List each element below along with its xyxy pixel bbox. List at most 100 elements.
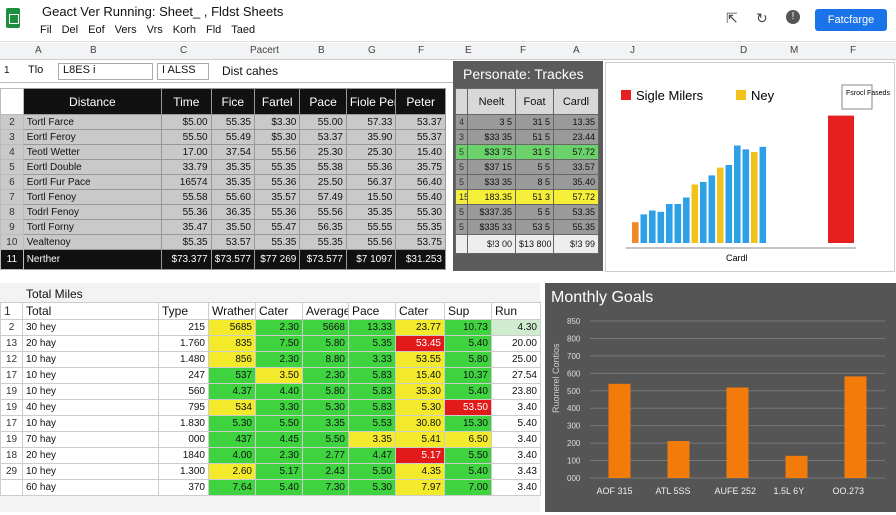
column-header-cell[interactable]: Total: [22, 302, 159, 320]
table-cell[interactable]: 2.30: [255, 319, 303, 336]
chart-bar[interactable]: [632, 222, 639, 243]
table-cell[interactable]: 31 5: [515, 144, 554, 160]
table-cell[interactable]: 15.30: [444, 415, 492, 432]
table-cell[interactable]: 35.90: [345, 129, 397, 145]
row-number[interactable]: 4: [455, 114, 468, 130]
table-cell[interactable]: 53.75: [395, 234, 446, 250]
table-cell[interactable]: 15.40: [395, 144, 446, 160]
column-header-cell[interactable]: Wrather: [208, 302, 256, 320]
table-cell[interactable]: 20.00: [491, 335, 541, 352]
chart-bar[interactable]: [700, 181, 707, 243]
table-cell[interactable]: 53.37: [395, 114, 446, 130]
row-number[interactable]: 5: [455, 204, 468, 220]
table-cell[interactable]: 55.36: [345, 159, 397, 175]
table-cell[interactable]: 5.30: [348, 479, 396, 496]
table-cell[interactable]: 23.77: [395, 319, 445, 336]
column-header[interactable]: F: [418, 45, 425, 56]
table-cell[interactable]: 53.57: [210, 234, 255, 250]
monthly-goals-chart[interactable]: Monthly Goals Ruonerel Contios 850 800 700…: [545, 283, 896, 512]
menu-item[interactable]: Del: [61, 24, 79, 36]
table-cell[interactable]: 55.35: [253, 159, 301, 175]
table-cell[interactable]: 370: [158, 479, 209, 496]
row-number[interactable]: 13: [0, 335, 23, 352]
chart-bar[interactable]: [734, 145, 741, 244]
table-cell[interactable]: 25.30: [299, 144, 347, 160]
column-header-cell[interactable]: Type: [158, 302, 209, 320]
table-cell[interactable]: $37 15: [467, 159, 516, 175]
row-number[interactable]: 17: [0, 415, 23, 432]
table-cell[interactable]: 15.40: [395, 367, 445, 384]
table-cell[interactable]: 23.44: [553, 129, 599, 145]
table-cell[interactable]: 20 hay: [22, 335, 159, 352]
column-header[interactable]: C: [180, 45, 188, 56]
table-cell[interactable]: 5.41: [395, 431, 445, 448]
table-cell[interactable]: 795: [158, 399, 209, 416]
chart-bar[interactable]: [751, 152, 758, 243]
table-cell[interactable]: 5.35: [348, 335, 396, 352]
table-cell[interactable]: 5.80: [302, 383, 349, 400]
column-header-cell[interactable]: Pace: [299, 88, 347, 115]
table-cell[interactable]: 35.47: [161, 219, 212, 235]
table-cell[interactable]: 70 hay: [22, 431, 159, 448]
menu-item[interactable]: Vrs: [146, 24, 163, 36]
column-header[interactable]: G: [368, 45, 376, 56]
table-cell[interactable]: 8.80: [302, 351, 349, 368]
table-cell[interactable]: 25.00: [491, 351, 541, 368]
table-cell[interactable]: 3.35: [348, 431, 396, 448]
table-cell[interactable]: $5.00: [161, 114, 212, 130]
table-cell[interactable]: 4.47: [348, 447, 396, 464]
table-cell[interactable]: 55.50: [161, 129, 212, 145]
table-cell[interactable]: 437: [208, 431, 256, 448]
table-cell[interactable]: Tortl Forny: [22, 219, 163, 235]
chart-bar[interactable]: [608, 383, 631, 478]
column-header[interactable]: J: [630, 45, 635, 56]
table-cell[interactable]: 000: [158, 431, 209, 448]
menu-item[interactable]: Eof: [88, 24, 105, 36]
table-cell[interactable]: 55.56: [345, 234, 397, 250]
column-header-cell[interactable]: Cater: [255, 302, 303, 320]
table-cell[interactable]: 5.40: [444, 335, 492, 352]
table-cell[interactable]: 10 hey: [22, 463, 159, 480]
table-cell[interactable]: 5.40: [444, 463, 492, 480]
row-number[interactable]: 12: [0, 351, 23, 368]
table-cell[interactable]: 55.36: [253, 204, 301, 220]
table-cell[interactable]: 35.57: [253, 189, 301, 205]
table-cell[interactable]: 8 5: [515, 174, 554, 190]
table-cell[interactable]: 16574: [161, 174, 212, 190]
chart-bar[interactable]: [726, 387, 749, 478]
table-cell[interactable]: 215: [158, 319, 209, 336]
column-header[interactable]: F: [850, 45, 857, 56]
row-number[interactable]: 5: [455, 144, 468, 160]
chart-bar[interactable]: [674, 204, 682, 243]
table-cell[interactable]: 2.77: [302, 447, 349, 464]
column-header[interactable]: B: [90, 45, 97, 56]
table-cell[interactable]: 10.37: [444, 367, 492, 384]
chart-bar[interactable]: [640, 214, 648, 243]
table-cell[interactable]: Eortl Double: [22, 159, 163, 175]
table-cell[interactable]: 56.37: [345, 174, 397, 190]
table-cell[interactable]: 53.37: [299, 129, 347, 145]
total-cell[interactable]: $7 1097: [345, 249, 397, 270]
table-cell[interactable]: 5.30: [395, 399, 445, 416]
table-cell[interactable]: 30.80: [395, 415, 445, 432]
table-cell[interactable]: 60 hay: [22, 479, 159, 496]
table-cell[interactable]: 37.54: [210, 144, 255, 160]
table-cell[interactable]: 55.35: [553, 219, 599, 235]
table-cell[interactable]: 3 5: [467, 114, 516, 130]
row-number[interactable]: 4: [0, 144, 24, 160]
table-cell[interactable]: 55.60: [210, 189, 255, 205]
table-cell[interactable]: Todrl Fenoy: [22, 204, 163, 220]
table-cell[interactable]: Tortl Farce: [22, 114, 163, 130]
table-cell[interactable]: 7.30: [302, 479, 349, 496]
table-cell[interactable]: 57.72: [553, 189, 599, 205]
tracker-chart[interactable]: Sigle Milers Ney Fsrocl Faseds Cardl: [605, 62, 895, 272]
table-cell[interactable]: 55.38: [299, 159, 347, 175]
table-cell[interactable]: 5.83: [348, 367, 396, 384]
chart-bar[interactable]: [657, 211, 665, 243]
table-cell[interactable]: 3.40: [491, 399, 541, 416]
table-cell[interactable]: 51 5: [515, 129, 554, 145]
table-cell[interactable]: 5.40: [491, 415, 541, 432]
total-cell[interactable]: $13 800: [515, 234, 554, 254]
column-header-cell[interactable]: Distance: [22, 88, 163, 115]
table-cell[interactable]: 53 5: [515, 219, 554, 235]
